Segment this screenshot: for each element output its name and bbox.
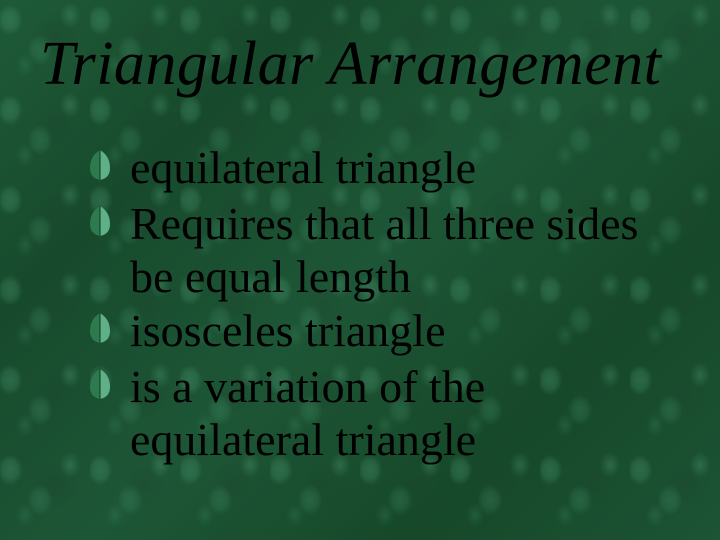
slide-body: equilateral triangle Requires that all t…	[40, 142, 680, 466]
bullet-item: isosceles triangle	[86, 305, 680, 359]
bullet-text: is a variation of the equilateral triang…	[130, 361, 680, 466]
bullet-item: Requires that all three sides be equal l…	[86, 198, 680, 303]
leaf-icon	[86, 311, 124, 359]
slide-title: Triangular Arrangement	[40, 30, 680, 98]
leaf-icon	[86, 148, 124, 196]
leaf-icon	[86, 367, 124, 415]
bullet-text: equilateral triangle	[130, 142, 680, 194]
slide: Triangular Arrangement equilateral trian…	[0, 0, 720, 540]
bullet-text: Requires that all three sides be equal l…	[130, 198, 680, 303]
bullet-text: isosceles triangle	[130, 305, 680, 357]
bullet-item: equilateral triangle	[86, 142, 680, 196]
leaf-icon	[86, 204, 124, 252]
bullet-item: is a variation of the equilateral triang…	[86, 361, 680, 466]
